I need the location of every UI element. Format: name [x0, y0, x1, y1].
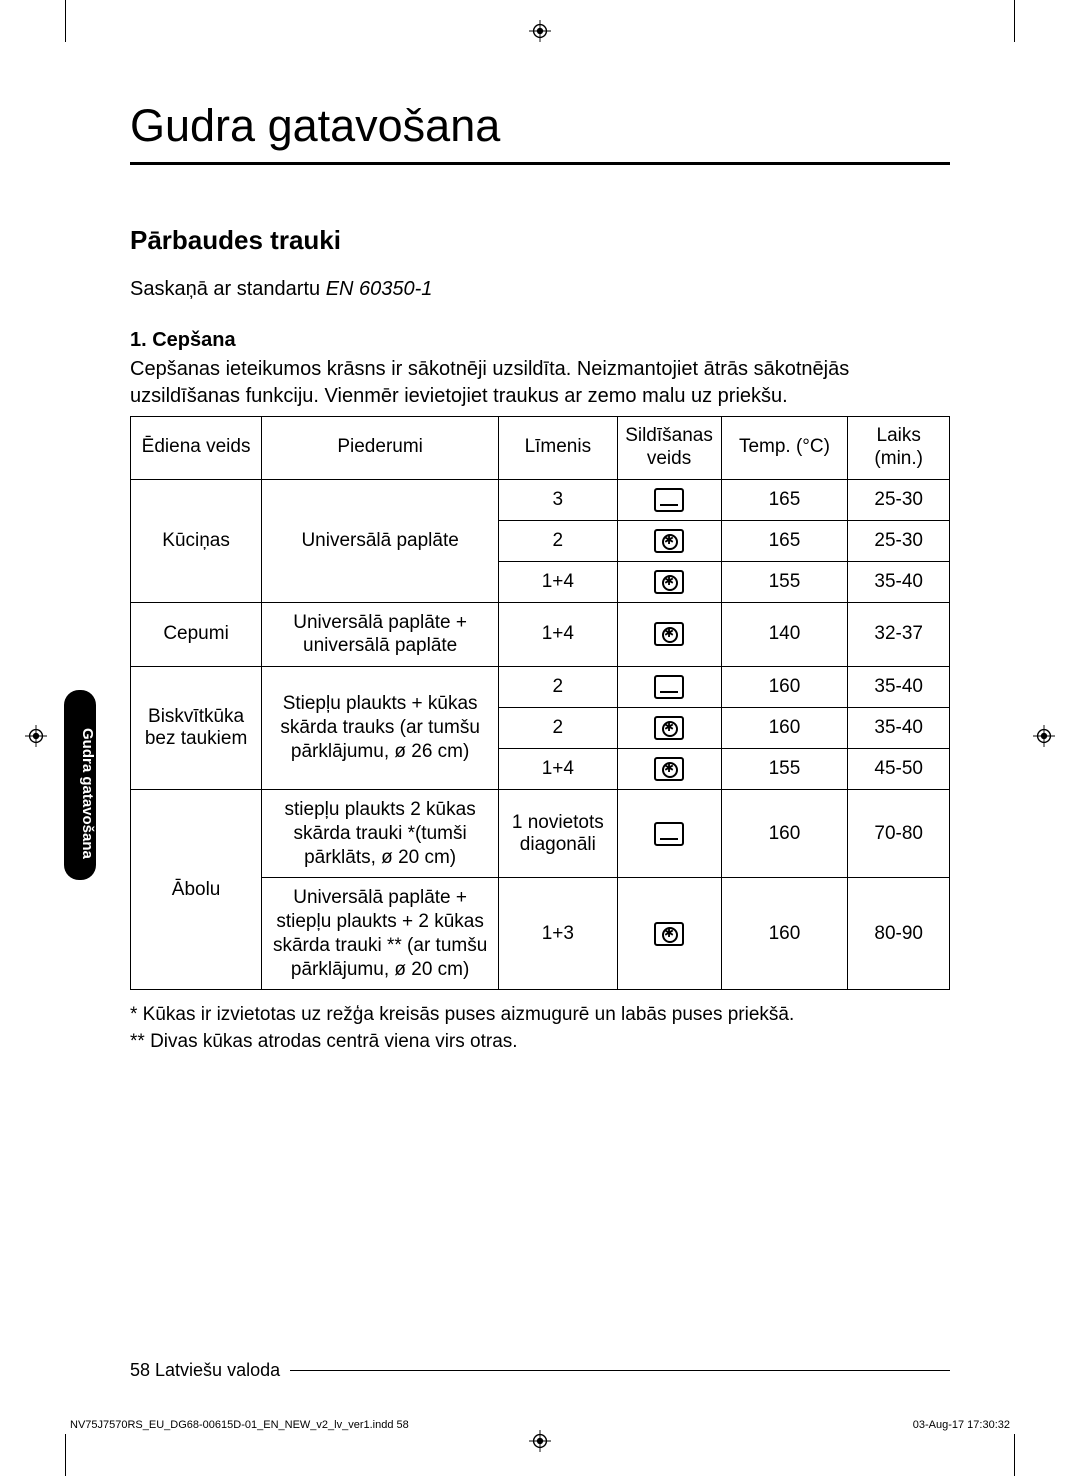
cell-level: 3 — [499, 479, 617, 520]
cell-time: 32-37 — [848, 602, 950, 667]
conventional-heat-icon — [654, 488, 684, 512]
cell-level: 1+3 — [499, 878, 617, 990]
standard-prefix: Saskaņā ar standartu — [130, 278, 326, 300]
conventional-heat-icon — [654, 675, 684, 699]
col-accessory: Piederumi — [262, 417, 499, 480]
fan-heat-icon — [654, 622, 684, 646]
cell-temp: 160 — [721, 667, 848, 708]
cell-temp: 155 — [721, 561, 848, 602]
table-row: Biskvītkūka bez taukiem Stiepļu plaukts … — [131, 667, 950, 708]
cell-level: 1+4 — [499, 602, 617, 667]
cell-accessory: Universālā paplāte — [262, 479, 499, 602]
cell-time: 35-40 — [848, 561, 950, 602]
cell-heating — [617, 708, 721, 749]
print-timestamp: 03-Aug-17 17:30:32 — [913, 1419, 1010, 1431]
fan-heat-icon — [654, 716, 684, 740]
print-metadata: NV75J7570RS_EU_DG68-00615D-01_EN_NEW_v2_… — [70, 1419, 1010, 1431]
col-food: Ēdiena veids — [131, 417, 262, 480]
cell-level: 1 novietots diagonāli — [499, 790, 617, 878]
cell-heating — [617, 602, 721, 667]
cell-time: 35-40 — [848, 667, 950, 708]
col-temp: Temp. (°C) — [721, 417, 848, 480]
cell-accessory: Universālā paplāte + stiepļu plaukts + 2… — [262, 878, 499, 990]
cell-accessory: Stiepļu plaukts + kūkas skārda trauks (a… — [262, 667, 499, 790]
section-heading: Pārbaudes trauki — [130, 225, 950, 256]
side-tab: Gudra gatavošana — [64, 690, 96, 880]
page-title: Gudra gatavošana — [130, 100, 950, 165]
table-header-row: Ēdiena veids Piederumi Līmenis Sildīšana… — [131, 417, 950, 480]
cell-level: 2 — [499, 667, 617, 708]
registration-mark-icon — [1033, 725, 1055, 747]
col-time: Laiks (min.) — [848, 417, 950, 480]
registration-mark-icon — [529, 20, 551, 42]
cooking-table: Ēdiena veids Piederumi Līmenis Sildīšana… — [130, 416, 950, 990]
cell-food: Cepumi — [131, 602, 262, 667]
cell-temp: 155 — [721, 749, 848, 790]
table-row: Kūciņas Universālā paplāte 3 165 25-30 — [131, 479, 950, 520]
fan-heat-icon — [654, 529, 684, 553]
fan-heat-icon — [654, 570, 684, 594]
cell-accessory: Universālā paplāte + universālā paplāte — [262, 602, 499, 667]
table-row: Cepumi Universālā paplāte + universālā p… — [131, 602, 950, 667]
cell-temp: 165 — [721, 520, 848, 561]
table-row: Ābolu stiepļu plaukts 2 kūkas skārda tra… — [131, 790, 950, 878]
cell-time: 80-90 — [848, 878, 950, 990]
cell-food: Ābolu — [131, 790, 262, 990]
cell-level: 2 — [499, 708, 617, 749]
cell-accessory: stiepļu plaukts 2 kūkas skārda trauki *(… — [262, 790, 499, 878]
cell-temp: 140 — [721, 602, 848, 667]
cell-heating — [617, 749, 721, 790]
conventional-heat-icon — [654, 822, 684, 846]
description-text: Cepšanas ieteikumos krāsns ir sākotnēji … — [130, 356, 950, 410]
cell-temp: 160 — [721, 878, 848, 990]
standard-line: Saskaņā ar standartu EN 60350-1 — [130, 278, 950, 301]
fan-heat-icon — [654, 922, 684, 946]
cell-level: 1+4 — [499, 561, 617, 602]
cell-time: 35-40 — [848, 708, 950, 749]
cell-level: 2 — [499, 520, 617, 561]
col-level: Līmenis — [499, 417, 617, 480]
cell-time: 25-30 — [848, 479, 950, 520]
page-footer: 58 Latviešu valoda — [130, 1360, 950, 1381]
cell-time: 70-80 — [848, 790, 950, 878]
cell-temp: 160 — [721, 790, 848, 878]
cell-food: Kūciņas — [131, 479, 262, 602]
cell-heating — [617, 790, 721, 878]
registration-mark-icon — [25, 725, 47, 747]
cell-heating — [617, 520, 721, 561]
page-number-label: 58 Latviešu valoda — [130, 1360, 280, 1381]
cell-heating — [617, 479, 721, 520]
registration-mark-icon — [529, 1430, 551, 1452]
cell-temp: 160 — [721, 708, 848, 749]
cell-time: 45-50 — [848, 749, 950, 790]
cell-time: 25-30 — [848, 520, 950, 561]
subsection-heading: 1. Cepšana — [130, 329, 950, 352]
col-heating: Sildīšanas veids — [617, 417, 721, 480]
footnote-2: ** Divas kūkas atrodas centrā viena virs… — [130, 1029, 950, 1056]
footer-rule — [290, 1370, 950, 1371]
cell-temp: 165 — [721, 479, 848, 520]
footnote-1: * Kūkas ir izvietotas uz režģa kreisās p… — [130, 1002, 950, 1029]
cell-food: Biskvītkūka bez taukiem — [131, 667, 262, 790]
standard-code: EN 60350-1 — [326, 278, 433, 300]
cell-heating — [617, 561, 721, 602]
print-filename: NV75J7570RS_EU_DG68-00615D-01_EN_NEW_v2_… — [70, 1419, 409, 1431]
cell-heating — [617, 667, 721, 708]
cell-heating — [617, 878, 721, 990]
fan-heat-icon — [654, 757, 684, 781]
cell-level: 1+4 — [499, 749, 617, 790]
